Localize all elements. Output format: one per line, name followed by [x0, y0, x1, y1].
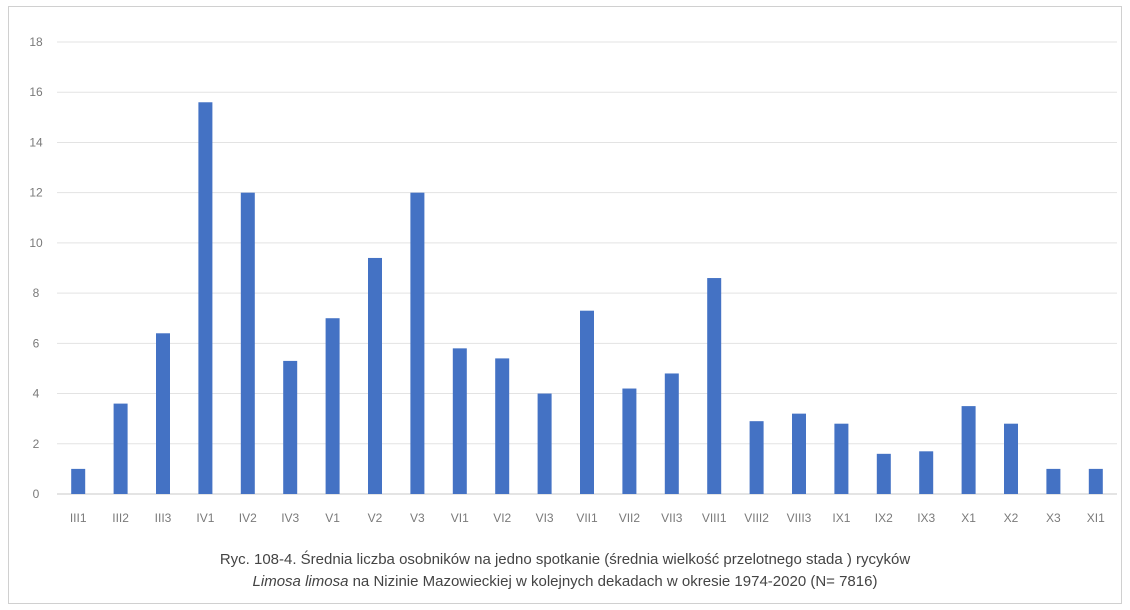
- bar-VIII1: [707, 278, 722, 494]
- gridlines: [57, 41, 1117, 495]
- x-tick-label: VII2: [619, 511, 641, 525]
- bar-V2: [368, 257, 382, 494]
- species-name: Limosa limosa: [252, 573, 349, 590]
- y-tick-label: 10: [29, 236, 43, 250]
- bar-VI2: [495, 358, 510, 494]
- bar-III1: [71, 468, 86, 494]
- bar-IV2: [240, 192, 255, 494]
- bar-IX2: [876, 453, 891, 494]
- x-tick-label: X2: [1004, 511, 1019, 525]
- x-tick-label: III1: [70, 511, 87, 525]
- bar-IX1: [834, 423, 849, 494]
- bars: [71, 102, 1103, 495]
- bar-III3: [156, 333, 170, 494]
- bar-VII2: [622, 388, 637, 494]
- x-tick-label: IV1: [196, 511, 214, 525]
- x-tick-label: III2: [112, 511, 129, 525]
- x-tick-label: III3: [155, 511, 172, 525]
- x-tick-label: XI1: [1087, 511, 1105, 525]
- x-tick-label: VII1: [576, 511, 598, 525]
- y-tick-label: 0: [33, 487, 40, 501]
- bar-VIII2: [749, 421, 764, 494]
- x-axis-ticks: III1 III2 III3 IV1 IV2 IV3 V1 V2 V3 VI1 VI2 VI3 VII1…: [70, 511, 1105, 525]
- x-tick-label: IX3: [917, 511, 935, 525]
- bar-X3: [1046, 468, 1061, 494]
- bar-chart: 0 2 4 6 8 10 12 14 16 18 III1 III2 III3 IV1 IV2 IV3 V1 V…: [29, 35, 1117, 525]
- bar-X2: [1004, 423, 1018, 494]
- bar-VIII3: [792, 413, 806, 494]
- bar-VII1: [580, 310, 594, 494]
- figure-caption-line-2: Limosa limosa na Nizinie Mazowieckiej w …: [0, 573, 1130, 590]
- bar-X1: [961, 406, 976, 494]
- x-tick-label: V2: [368, 511, 383, 525]
- bar-V3: [410, 192, 425, 494]
- y-tick-label: 16: [29, 85, 43, 99]
- bar-VI1: [452, 348, 467, 494]
- y-tick-label: 6: [33, 336, 40, 350]
- y-tick-label: 8: [33, 286, 40, 300]
- y-tick-label: 4: [33, 387, 40, 401]
- bar-IX3: [919, 451, 934, 494]
- x-tick-label: X3: [1046, 511, 1061, 525]
- x-tick-label: VII3: [661, 511, 683, 525]
- x-tick-label: V1: [325, 511, 340, 525]
- bar-V1: [325, 318, 340, 494]
- x-tick-label: IV3: [281, 511, 299, 525]
- x-tick-label: VIII2: [744, 511, 769, 525]
- bar-IV1: [198, 102, 213, 495]
- y-tick-label: 14: [29, 135, 43, 149]
- x-tick-label: VI2: [493, 511, 511, 525]
- x-tick-label: IX2: [875, 511, 893, 525]
- y-tick-label: 12: [29, 186, 43, 200]
- chart-frame: [8, 6, 1122, 604]
- bar-VI3: [537, 393, 552, 494]
- caption-line-2-text: na Nizinie Mazowieckiej w kolejnych deka…: [348, 573, 878, 590]
- x-tick-label: VI3: [536, 511, 554, 525]
- x-tick-label: V3: [410, 511, 425, 525]
- figure-caption-line-1: Ryc. 108-4. Średnia liczba osobników na …: [219, 551, 911, 568]
- x-tick-label: VI1: [451, 511, 469, 525]
- y-tick-label: 18: [29, 35, 43, 49]
- bar-IV3: [283, 360, 298, 494]
- bar-XI1: [1088, 468, 1103, 494]
- bar-VII3: [664, 373, 679, 494]
- bar-III2: [113, 403, 128, 494]
- x-tick-label: X1: [961, 511, 976, 525]
- y-axis-ticks: 0 2 4 6 8 10 12 14 16 18: [29, 35, 43, 501]
- x-tick-label: VIII3: [787, 511, 812, 525]
- x-tick-label: IX1: [832, 511, 850, 525]
- x-tick-label: IV2: [239, 511, 257, 525]
- x-tick-label: VIII1: [702, 511, 727, 525]
- y-tick-label: 2: [33, 437, 40, 451]
